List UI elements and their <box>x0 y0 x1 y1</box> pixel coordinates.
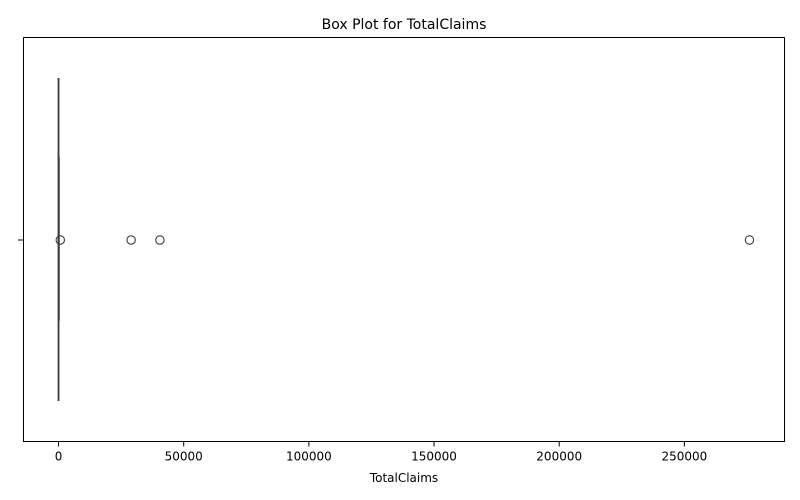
x-tick-label: 250000 <box>661 450 707 464</box>
outlier-point <box>126 235 136 245</box>
x-tick-label: 150000 <box>411 450 457 464</box>
x-axis-ticks: 0 50000 100000 150000 200000 250000 <box>55 441 707 464</box>
plot-frame <box>23 37 785 442</box>
chart-title: Box Plot for TotalClaims <box>322 17 487 33</box>
x-axis-label: TotalClaims <box>369 471 438 485</box>
outlier-point <box>55 235 66 245</box>
x-tick-label: 100000 <box>286 450 332 464</box>
outlier-points <box>55 235 755 245</box>
box-plot <box>57 78 60 401</box>
x-tick-label: 50000 <box>165 450 203 464</box>
outlier-point <box>155 235 165 245</box>
x-tick-label: 0 <box>55 450 63 464</box>
x-tick-label: 200000 <box>536 450 582 464</box>
outlier-point <box>744 235 755 245</box>
